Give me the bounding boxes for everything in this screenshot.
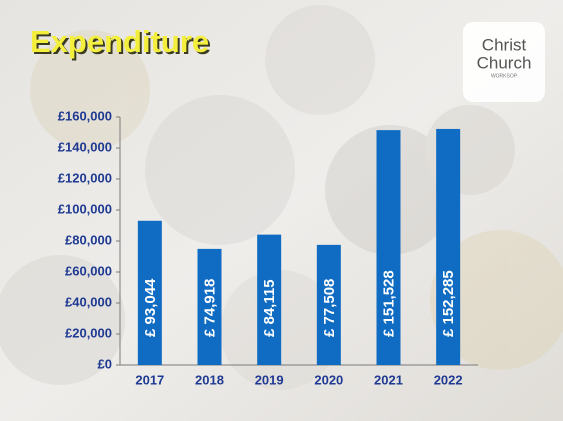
y-tick-label: £80,000 <box>65 232 112 247</box>
x-tick-label: 2018 <box>195 372 224 387</box>
value-label: £ 74,918 <box>201 279 218 337</box>
value-label: £ 77,508 <box>321 279 338 337</box>
x-tick-label: 2020 <box>314 372 343 387</box>
value-label: £ 93,044 <box>142 278 159 337</box>
y-tick-label: £140,000 <box>58 139 112 154</box>
value-label: £ 84,115 <box>261 279 278 337</box>
logo-line1: Christ <box>482 35 527 54</box>
y-tick-label: £120,000 <box>58 170 112 185</box>
x-tick-label: 2017 <box>135 372 164 387</box>
bar <box>137 220 162 365</box>
y-tick-label: £0 <box>98 356 112 371</box>
bar <box>436 128 461 365</box>
bar <box>197 248 222 365</box>
logo-box <box>463 22 545 102</box>
coin-decoration <box>0 5 563 390</box>
bar <box>316 244 341 365</box>
x-tick-label: 2019 <box>255 372 284 387</box>
logo-line2: Church <box>477 53 532 72</box>
y-tick-label: £40,000 <box>65 294 112 309</box>
x-tick-label: 2022 <box>434 372 463 387</box>
title-shadow: Expenditure <box>32 26 211 61</box>
bar <box>376 130 401 365</box>
y-tick-label: £160,000 <box>58 108 112 123</box>
x-tick-label: 2021 <box>374 372 403 387</box>
value-label: £ 152,285 <box>440 270 457 337</box>
chart-title: Expenditure <box>30 24 209 59</box>
logo: Christ Church WORKSOP <box>463 22 545 102</box>
y-tick-label: £100,000 <box>58 201 112 216</box>
value-label: £ 151,528 <box>380 270 397 337</box>
y-tick-label: £20,000 <box>65 325 112 340</box>
bar <box>257 234 282 365</box>
y-tick-label: £60,000 <box>65 263 112 278</box>
logo-tagline: WORKSOP <box>491 73 518 79</box>
